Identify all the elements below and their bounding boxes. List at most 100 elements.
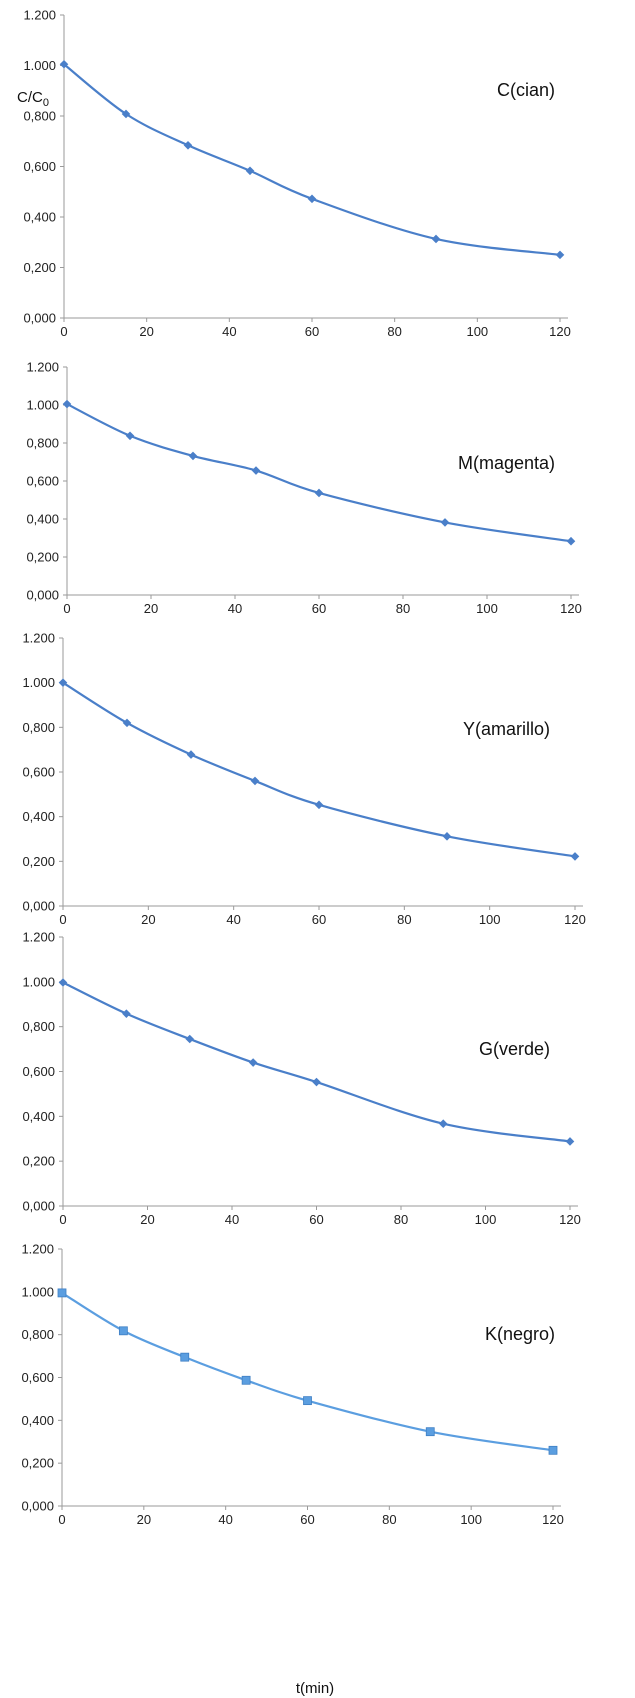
data-point <box>250 776 260 786</box>
data-point <box>442 832 452 841</box>
data-point <box>121 109 131 119</box>
data-point <box>58 678 68 687</box>
y-tick-label: 0,400 <box>21 1413 54 1428</box>
y-tick-label: 0,400 <box>26 512 59 527</box>
x-tick-label: 40 <box>225 1212 239 1227</box>
data-point <box>425 1427 435 1437</box>
y-tick-label: 1.000 <box>22 974 55 989</box>
x-tick-label: 0 <box>59 1212 66 1227</box>
y-tick-label: 0,000 <box>22 899 55 914</box>
y-tick-label: 0,200 <box>23 260 56 275</box>
data-point <box>312 1077 321 1087</box>
x-tick-label: 80 <box>382 1512 396 1527</box>
data-point <box>303 1396 312 1406</box>
chart-panel: 0,000 0,200 0,400 0,600 0,800 1.000 1.200 0 20 40… <box>21 1242 563 1528</box>
x-tick-label: 20 <box>140 1212 154 1227</box>
y-tick-label: 1.200 <box>22 631 55 646</box>
y-tick-label: 0,000 <box>21 1499 54 1514</box>
data-point <box>438 1119 448 1129</box>
series-line <box>61 1291 554 1452</box>
y-tick-label: 0,800 <box>26 436 59 451</box>
y-tick-label: 1.000 <box>23 58 56 73</box>
y-tick-label: 0,600 <box>23 159 56 174</box>
y-axis-title-subscript: 0 <box>43 97 49 109</box>
x-tick-label: 60 <box>300 1512 314 1527</box>
data-point <box>118 1326 128 1336</box>
data-point <box>185 1034 195 1044</box>
chart-panels: 0,000 0,200 0,400 0,600 0,800 1.000 1.200 0 20 40… <box>17 8 586 1528</box>
x-tick-label: 0 <box>60 324 67 339</box>
x-tick-label: 0 <box>58 1512 65 1527</box>
y-tick-label: 0,400 <box>23 210 56 225</box>
y-tick-label: 0,400 <box>22 809 55 824</box>
x-tick-label: 120 <box>542 1512 564 1527</box>
chart-panel: 0,000 0,200 0,400 0,600 0,800 1.000 1.200 0 20 40… <box>22 930 580 1228</box>
x-tick-label: 80 <box>387 324 401 339</box>
x-tick-label: 20 <box>139 324 153 339</box>
x-tick-label: 20 <box>137 1512 151 1527</box>
x-tick-label: 100 <box>476 601 498 616</box>
x-tick-label: 120 <box>560 601 582 616</box>
x-tick-label: 80 <box>396 601 410 616</box>
data-point <box>251 466 261 475</box>
x-axis-title: t(min) <box>296 1680 334 1697</box>
data-point <box>125 431 135 441</box>
data-point <box>183 140 193 150</box>
x-tick-label: 60 <box>309 1212 323 1227</box>
x-tick-label: 80 <box>394 1212 408 1227</box>
y-tick-label: 0,000 <box>26 588 59 603</box>
data-point <box>248 1058 258 1067</box>
data-point <box>180 1352 190 1362</box>
data-point <box>314 800 324 810</box>
data-point <box>440 518 450 527</box>
chart-panel: 0,000 0,200 0,400 0,600 0,800 1.000 1.200 0 20 40… <box>26 360 581 617</box>
chart-panel: 0,000 0,200 0,400 0,600 0,800 1.000 1.200 0 20 40… <box>17 8 571 340</box>
x-tick-label: 100 <box>466 324 488 339</box>
y-tick-label: 1.200 <box>21 1242 54 1257</box>
x-tick-label: 80 <box>397 912 411 927</box>
y-tick-label: 1.200 <box>26 360 59 375</box>
data-point <box>431 234 441 244</box>
x-tick-label: 60 <box>305 324 319 339</box>
series-line <box>62 681 576 858</box>
y-tick-label: 0,200 <box>22 854 55 869</box>
y-tick-label: 0,600 <box>22 1064 55 1079</box>
data-point <box>555 250 565 260</box>
y-tick-label: 0,600 <box>26 474 59 489</box>
y-tick-label: 0,800 <box>22 1019 55 1034</box>
y-tick-label: 1.000 <box>21 1284 54 1299</box>
y-tick-label: 1.200 <box>22 930 55 945</box>
y-tick-label: 0,800 <box>22 720 55 735</box>
y-tick-label: 1.000 <box>26 398 59 413</box>
y-tick-label: 1.000 <box>22 675 55 690</box>
y-tick-label: 0,200 <box>22 1154 55 1169</box>
x-tick-label: 120 <box>549 324 571 339</box>
x-tick-label: 60 <box>312 912 326 927</box>
x-tick-label: 40 <box>228 601 242 616</box>
data-point <box>59 59 69 69</box>
data-point <box>565 1137 575 1146</box>
panel-label: K(negro) <box>485 1324 555 1344</box>
data-point <box>188 451 198 461</box>
y-tick-label: 0,200 <box>21 1456 54 1471</box>
y-tick-label: 0,800 <box>23 109 56 124</box>
y-axis-title: C/C0 <box>17 89 49 109</box>
x-tick-label: 100 <box>475 1212 497 1227</box>
y-tick-label: 0,000 <box>22 1199 55 1214</box>
y-tick-label: 0,200 <box>26 550 59 565</box>
x-tick-label: 60 <box>312 601 326 616</box>
data-point <box>566 536 576 546</box>
data-point <box>58 978 68 987</box>
series-line <box>63 63 561 256</box>
x-tick-label: 0 <box>63 601 70 616</box>
data-point <box>241 1375 251 1385</box>
x-tick-label: 40 <box>222 324 236 339</box>
x-tick-label: 20 <box>144 601 158 616</box>
data-point <box>570 852 580 861</box>
panel-label: C(cian) <box>497 80 555 100</box>
x-tick-label: 120 <box>559 1212 581 1227</box>
data-point <box>62 399 72 409</box>
x-tick-label: 100 <box>460 1512 482 1527</box>
data-point <box>314 488 324 498</box>
x-tick-label: 100 <box>479 912 501 927</box>
